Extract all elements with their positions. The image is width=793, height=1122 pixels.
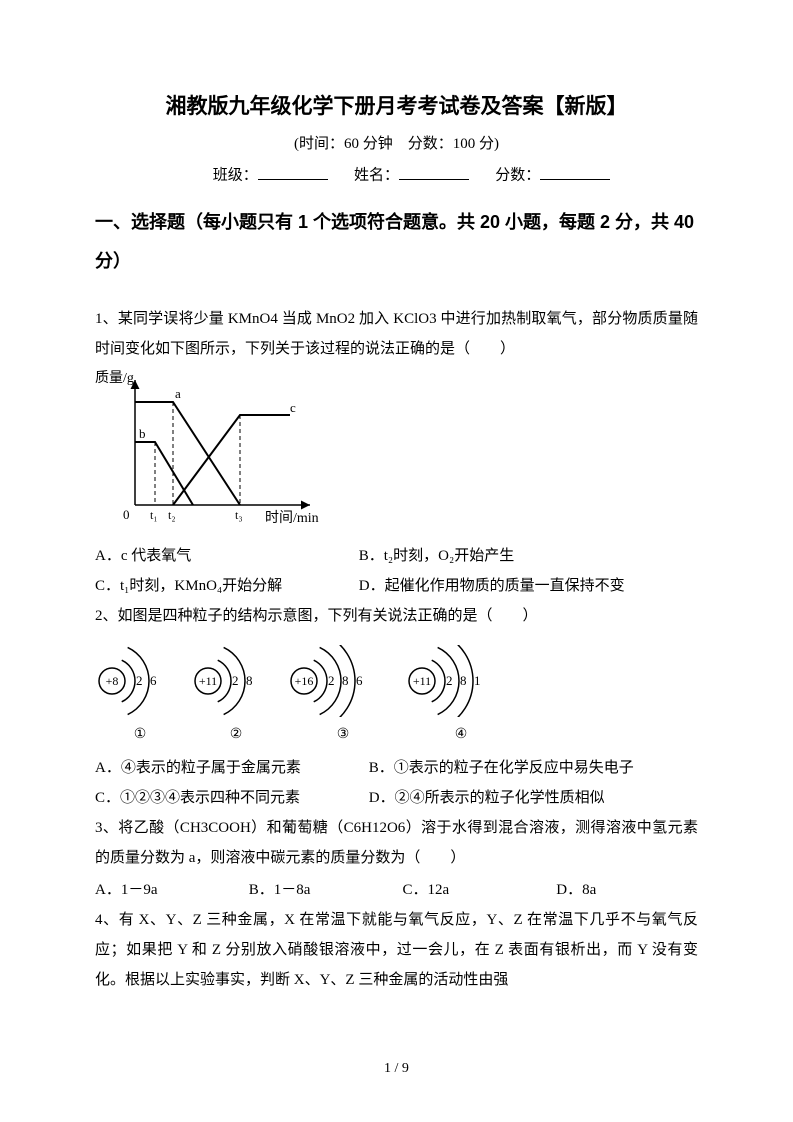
svg-text:2: 2 bbox=[446, 673, 453, 688]
q3-opt-d: D．8a bbox=[556, 875, 596, 905]
subtitle-mid: 分数： bbox=[393, 136, 453, 152]
q2-text: 2、如图是四种粒子的结构示意图，下列有关说法正确的是（ ） bbox=[95, 601, 698, 631]
q1-options-2: C．t₁时刻，KMnO₄开始分解 D．起催化作用物质的质量一直保持不变 bbox=[95, 571, 698, 601]
q3-opt-b: B．1－8a bbox=[249, 875, 399, 905]
q2-opt-b: B．①表示的粒子在化学反应中易失电子 bbox=[369, 753, 634, 783]
svg-text:时间/min: 时间/min bbox=[265, 510, 319, 526]
q1-options: A．c 代表氧气 B．t₂时刻，O₂开始产生 bbox=[95, 541, 698, 571]
page-title: 湘教版九年级化学下册月考考试卷及答案【新版】 bbox=[95, 90, 698, 120]
svg-text:2: 2 bbox=[328, 673, 335, 688]
q1-opt-d: D．起催化作用物质的质量一直保持不变 bbox=[359, 571, 625, 601]
atom-diagram: +8 26 ① bbox=[95, 645, 185, 743]
q3-options: A．1－9a B．1－8a C．12a D．8a bbox=[95, 875, 698, 905]
svg-text:c: c bbox=[290, 400, 296, 415]
q3-opt-c: C．12a bbox=[403, 875, 553, 905]
svg-text:2: 2 bbox=[232, 673, 239, 688]
score-value: 100 分) bbox=[453, 136, 499, 152]
atom-label: ② bbox=[191, 726, 281, 743]
svg-text:a: a bbox=[175, 386, 181, 401]
score-blank[interactable] bbox=[540, 163, 610, 180]
svg-text:t₂: t₂ bbox=[168, 508, 176, 522]
q3-text: 3、将乙酸（CH3COOH）和葡萄糖（C6H12O6）溶于水得到混合溶液，测得溶… bbox=[95, 813, 698, 873]
svg-text:b: b bbox=[139, 426, 146, 441]
atom-diagram: +16 286 ③ bbox=[287, 645, 399, 743]
svg-text:6: 6 bbox=[356, 673, 363, 688]
score-label: 分数： bbox=[495, 168, 540, 184]
q2-atoms: +826①+1128②+16286③+11281④ bbox=[95, 645, 698, 743]
svg-text:8: 8 bbox=[460, 673, 467, 688]
atom-label: ① bbox=[95, 726, 185, 743]
atom-diagram: +11 28 ② bbox=[191, 645, 281, 743]
svg-text:2: 2 bbox=[136, 673, 143, 688]
svg-text:0: 0 bbox=[123, 507, 130, 522]
atom-diagram: +11 281 ④ bbox=[405, 645, 517, 743]
q1-opt-a: A．c 代表氧气 bbox=[95, 541, 355, 571]
section-heading: 一、选择题（每小题只有 1 个选项符合题意。共 20 小题，每题 2 分，共 4… bbox=[95, 203, 698, 282]
svg-text:1: 1 bbox=[474, 673, 481, 688]
name-label: 姓名： bbox=[354, 168, 399, 184]
svg-text:+11: +11 bbox=[199, 674, 217, 688]
info-row: 班级： 姓名： 分数： bbox=[95, 163, 698, 185]
class-blank[interactable] bbox=[258, 163, 328, 180]
atom-label: ④ bbox=[405, 726, 517, 743]
q1-text: 1、某同学误将少量 KMnO4 当成 MnO2 加入 KClO3 中进行加热制取… bbox=[95, 304, 698, 364]
svg-text:8: 8 bbox=[246, 673, 253, 688]
q2-opt-c: C．①②③④表示四种不同元素 bbox=[95, 783, 365, 813]
class-label: 班级： bbox=[213, 168, 258, 184]
q1-opt-c: C．t₁时刻，KMnO₄开始分解 bbox=[95, 571, 355, 601]
name-blank[interactable] bbox=[399, 163, 469, 180]
svg-text:质量/g: 质量/g bbox=[95, 370, 134, 386]
subtitle-prefix: (时间： bbox=[294, 136, 344, 152]
svg-text:t₁: t₁ bbox=[150, 508, 158, 522]
svg-text:+16: +16 bbox=[295, 674, 314, 688]
time-value: 60 分钟 bbox=[344, 136, 393, 152]
q4-text: 4、有 X、Y、Z 三种金属，X 在常温下就能与氧气反应，Y、Z 在常温下几乎不… bbox=[95, 905, 698, 995]
q2-options-2: C．①②③④表示四种不同元素 D．②④所表示的粒子化学性质相似 bbox=[95, 783, 698, 813]
q3-opt-a: A．1－9a bbox=[95, 875, 245, 905]
q2-opt-a: A．④表示的粒子属于金属元素 bbox=[95, 753, 365, 783]
q2-opt-d: D．②④所表示的粒子化学性质相似 bbox=[369, 783, 605, 813]
svg-text:+8: +8 bbox=[106, 674, 119, 688]
svg-text:8: 8 bbox=[342, 673, 349, 688]
svg-text:6: 6 bbox=[150, 673, 157, 688]
svg-text:t₃: t₃ bbox=[235, 508, 243, 522]
subtitle: (时间：60 分钟 分数：100 分) bbox=[95, 132, 698, 153]
svg-text:+11: +11 bbox=[413, 674, 431, 688]
q1-opt-b: B．t₂时刻，O₂开始产生 bbox=[359, 541, 514, 571]
q1-chart: 质量/g 时间/min 0 t₁ t₂ t₃ a b c bbox=[95, 370, 698, 535]
atom-label: ③ bbox=[287, 726, 399, 743]
page-footer: 1 / 9 bbox=[0, 1061, 793, 1077]
q2-options: A．④表示的粒子属于金属元素 B．①表示的粒子在化学反应中易失电子 bbox=[95, 753, 698, 783]
